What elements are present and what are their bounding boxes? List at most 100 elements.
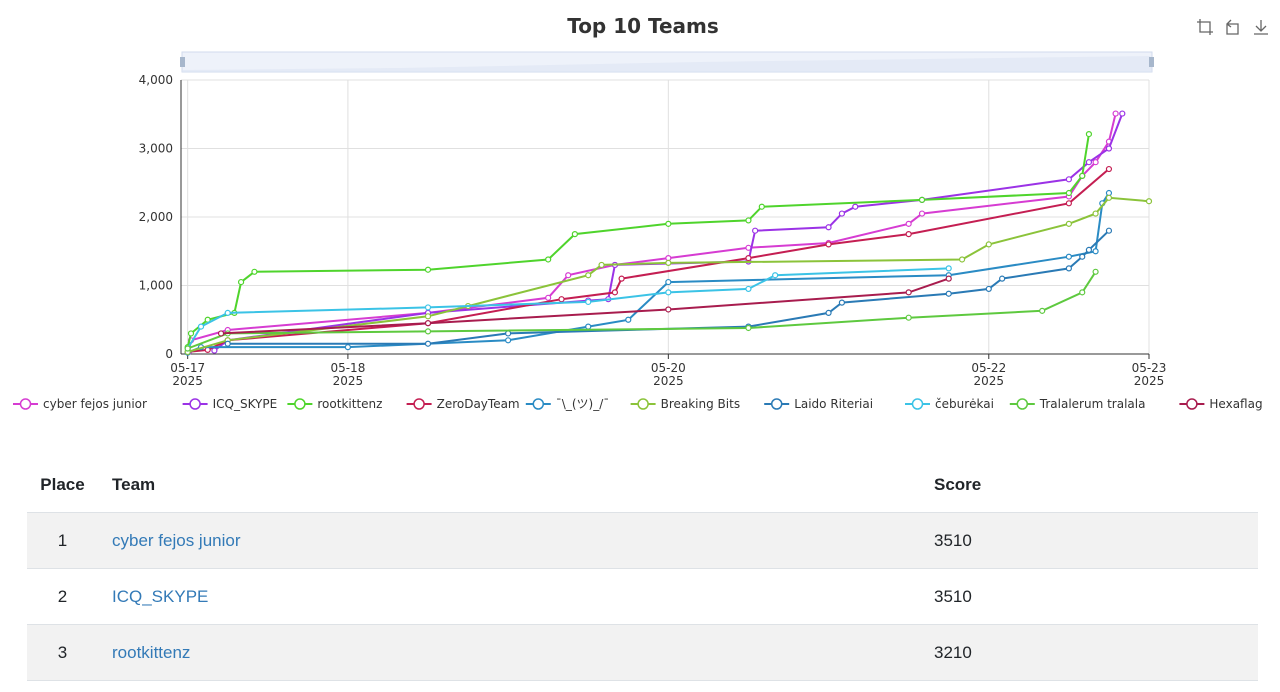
row-team-link[interactable]: cyber fejos junior: [98, 512, 934, 569]
zoom-reset-icon[interactable]: [1224, 18, 1242, 36]
data-point[interactable]: [558, 296, 565, 303]
data-point[interactable]: [1105, 145, 1113, 152]
data-point[interactable]: [237, 278, 245, 286]
data-point[interactable]: [1092, 248, 1099, 255]
data-point[interactable]: [838, 210, 846, 217]
data-point[interactable]: [424, 328, 432, 335]
data-point[interactable]: [985, 285, 992, 293]
data-point[interactable]: [1079, 253, 1086, 260]
data-point[interactable]: [985, 241, 992, 248]
legend-item[interactable]: ¯\_(ツ)_/¯: [525, 397, 609, 411]
legend-item[interactable]: rootkittenz: [287, 397, 382, 411]
data-point[interactable]: [571, 231, 578, 238]
data-point[interactable]: [945, 290, 952, 297]
data-point[interactable]: [1065, 220, 1072, 227]
data-point[interactable]: [598, 261, 605, 269]
data-point[interactable]: [1085, 159, 1093, 166]
data-point[interactable]: [752, 227, 759, 234]
data-point[interactable]: [999, 275, 1006, 282]
data-point[interactable]: [838, 299, 846, 306]
legend-item[interactable]: ZeroDayTeam: [406, 397, 520, 411]
data-point[interactable]: [217, 330, 225, 337]
data-point[interactable]: [918, 196, 926, 203]
data-point[interactable]: [665, 278, 672, 286]
data-point[interactable]: [424, 313, 432, 320]
data-point[interactable]: [545, 294, 552, 301]
row-team-link[interactable]: rootkittenz: [98, 624, 934, 681]
data-point[interactable]: [505, 330, 512, 337]
data-point[interactable]: [1092, 268, 1099, 275]
data-point[interactable]: [745, 217, 752, 224]
data-point[interactable]: [905, 231, 912, 238]
data-point[interactable]: [825, 224, 832, 231]
data-point[interactable]: [1065, 253, 1072, 260]
data-point[interactable]: [184, 345, 191, 352]
data-point[interactable]: [665, 289, 672, 296]
data-point[interactable]: [665, 220, 672, 227]
data-point[interactable]: [1092, 210, 1099, 217]
data-point[interactable]: [1065, 189, 1072, 197]
data-point[interactable]: [1105, 194, 1113, 201]
data-point[interactable]: [665, 259, 672, 266]
legend-item[interactable]: Breaking Bits: [630, 397, 740, 411]
datazoom-handle-left[interactable]: [180, 57, 185, 67]
data-point[interactable]: [665, 306, 672, 313]
legend-item[interactable]: cyber fejos junior: [13, 397, 147, 411]
download-icon[interactable]: [1252, 18, 1270, 36]
data-point[interactable]: [1065, 200, 1072, 207]
legend-item[interactable]: ICQ_SKYPE: [182, 397, 278, 411]
data-point[interactable]: [758, 203, 765, 210]
data-point[interactable]: [1145, 198, 1153, 205]
data-point[interactable]: [224, 340, 231, 347]
data-point[interactable]: [852, 203, 859, 210]
data-point[interactable]: [905, 220, 912, 227]
data-point[interactable]: [772, 272, 779, 279]
data-point[interactable]: [204, 346, 211, 353]
data-point[interactable]: [224, 309, 231, 316]
data-point[interactable]: [618, 275, 625, 282]
data-point[interactable]: [424, 304, 432, 311]
data-point[interactable]: [745, 285, 752, 293]
data-point[interactable]: [585, 298, 592, 306]
data-point[interactable]: [1079, 289, 1086, 296]
data-point[interactable]: [1085, 131, 1093, 138]
data-point[interactable]: [745, 324, 752, 332]
data-point[interactable]: [1065, 265, 1072, 272]
data-point[interactable]: [611, 289, 619, 296]
data-point[interactable]: [945, 275, 952, 282]
zoom-icon[interactable]: [1196, 18, 1214, 36]
data-point[interactable]: [585, 323, 592, 330]
data-point[interactable]: [187, 330, 195, 337]
data-point[interactable]: [825, 241, 832, 248]
data-point[interactable]: [745, 255, 752, 262]
data-point[interactable]: [905, 314, 912, 321]
legend-item[interactable]: Hexaflag: [1179, 397, 1263, 411]
data-point[interactable]: [251, 268, 258, 275]
data-point[interactable]: [1105, 165, 1113, 173]
data-point[interactable]: [825, 309, 832, 316]
data-point[interactable]: [625, 316, 632, 323]
data-point[interactable]: [197, 323, 205, 330]
data-point[interactable]: [424, 320, 432, 327]
data-point[interactable]: [1119, 110, 1126, 117]
data-point[interactable]: [1092, 159, 1099, 166]
legend-item[interactable]: Tralalerum tralala: [1009, 397, 1146, 411]
legend-item[interactable]: Laido Riteriai: [764, 397, 873, 411]
data-point[interactable]: [211, 347, 218, 354]
data-point[interactable]: [585, 272, 592, 279]
data-point[interactable]: [1105, 227, 1113, 234]
data-point[interactable]: [545, 256, 552, 263]
data-point[interactable]: [1112, 110, 1119, 117]
data-point[interactable]: [565, 272, 572, 279]
datazoom-slider[interactable]: [180, 51, 1154, 73]
legend-item[interactable]: čeburėkai: [905, 397, 994, 411]
data-point[interactable]: [1065, 176, 1072, 183]
data-point[interactable]: [424, 340, 432, 347]
data-point[interactable]: [424, 266, 432, 273]
row-team-link[interactable]: ICQ_SKYPE: [98, 568, 934, 625]
data-point[interactable]: [945, 265, 952, 272]
datazoom-handle-right[interactable]: [1149, 57, 1154, 67]
data-point[interactable]: [1079, 172, 1086, 179]
data-point[interactable]: [1085, 246, 1093, 253]
data-point[interactable]: [505, 337, 512, 344]
